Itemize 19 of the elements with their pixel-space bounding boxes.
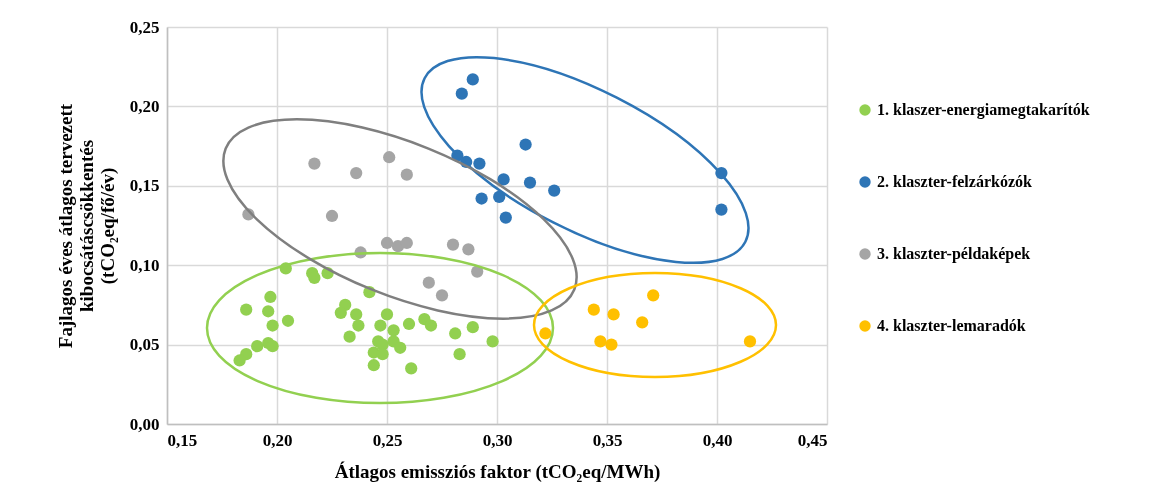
x-tick-label: 0,35 <box>592 430 623 450</box>
legend-label: 4. klaszter-lemaradók <box>877 317 1026 334</box>
legend-label: 3. klaszter-példaképek <box>877 245 1031 263</box>
legend-label: 1. klaszer-energiamegtakarítók <box>877 101 1090 119</box>
x-tick-label: 0,30 <box>482 430 513 450</box>
y-axis-title: Fajlagos éves átlagos tervezett kibocsátáscsökkentés (tCO₂eq/fő/év) <box>54 103 119 349</box>
x-axis-title: Átlagos emissziós faktor (tCO₂eq/MWh) <box>334 460 661 483</box>
x-tick-label: 0,45 <box>797 430 828 450</box>
y-tick-label: 0,25 <box>129 17 160 37</box>
y-tick-label: 0,20 <box>129 96 160 116</box>
x-tick-label: 0,15 <box>167 430 198 450</box>
y-tick-label: 0,10 <box>129 255 160 275</box>
x-tick-label: 0,40 <box>702 430 733 450</box>
y-tick-label: 0,15 <box>129 176 160 196</box>
y-tick-label: 0,05 <box>129 335 160 355</box>
x-tick-label: 0,25 <box>372 430 403 450</box>
y-tick-label: 0,00 <box>129 414 160 434</box>
legend-label: 2. klaszter-felzárkózók <box>877 173 1033 190</box>
x-tick-label: 0,20 <box>262 430 293 450</box>
